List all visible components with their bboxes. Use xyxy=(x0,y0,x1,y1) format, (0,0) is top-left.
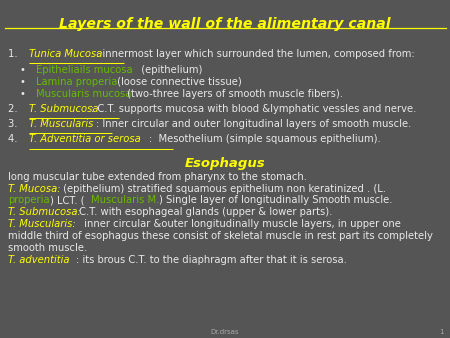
Text: 3.: 3. xyxy=(8,119,24,129)
Text: Esophagus: Esophagus xyxy=(184,157,266,170)
Text: (epithelium): (epithelium) xyxy=(135,65,202,75)
Text: inner circular &outer longitudinally muscle layers, in upper one: inner circular &outer longitudinally mus… xyxy=(81,219,401,229)
Text: : innermost layer which surrounded the lumen, composed from:: : innermost layer which surrounded the l… xyxy=(96,49,415,59)
Text: :  Mesothelium (simple squamous epithelium).: : Mesothelium (simple squamous epitheliu… xyxy=(148,134,380,144)
Text: T. Adventitia or serosa: T. Adventitia or serosa xyxy=(29,134,141,144)
Text: : its brous C.T. to the diaphragm after that it is serosa.: : its brous C.T. to the diaphragm after … xyxy=(76,255,346,265)
Text: Layers of the wall of the alimentary canal: Layers of the wall of the alimentary can… xyxy=(59,17,391,31)
Text: smooth muscle.: smooth muscle. xyxy=(8,243,87,253)
Text: properia: properia xyxy=(8,195,50,206)
Text: (epithelium) stratified squamous epithelium non keratinized . (L.: (epithelium) stratified squamous epithel… xyxy=(60,184,386,194)
Text: T. Submucosa: T. Submucosa xyxy=(29,104,99,114)
Text: middle third of esophagus these consist of skeletal muscle in rest part its comp: middle third of esophagus these consist … xyxy=(8,231,433,241)
Text: Tunica Mucosa: Tunica Mucosa xyxy=(29,49,102,59)
Text: T. adventitia: T. adventitia xyxy=(8,255,70,265)
Text: Muscularis M.: Muscularis M. xyxy=(91,195,160,206)
Text: T. Muscularis:: T. Muscularis: xyxy=(8,219,76,229)
Text: (two-three layers of smooth muscle fibers).: (two-three layers of smooth muscle fiber… xyxy=(124,89,343,99)
Text: 2.: 2. xyxy=(8,104,24,114)
Text: Epitheliails mucosa: Epitheliails mucosa xyxy=(36,65,132,75)
Text: C.T. with esophageal glands (upper & lower parts).: C.T. with esophageal glands (upper & low… xyxy=(76,207,332,217)
Text: Dr.drsas: Dr.drsas xyxy=(211,329,239,335)
Text: : Inner circular and outer longitudinal layers of smooth muscle.: : Inner circular and outer longitudinal … xyxy=(96,119,412,129)
Text: 1: 1 xyxy=(439,329,443,335)
Text: T. Submucosa:: T. Submucosa: xyxy=(8,207,81,217)
Text: (loose connective tissue): (loose connective tissue) xyxy=(114,77,242,87)
Text: Lamina properia: Lamina properia xyxy=(36,77,117,87)
Text: ) LCT. (: ) LCT. ( xyxy=(50,195,84,206)
Text: : C.T. supports mucosa with blood &lymphatic vessles and nerve.: : C.T. supports mucosa with blood &lymph… xyxy=(91,104,417,114)
Text: ) Single layer of longitudinally Smooth muscle.: ) Single layer of longitudinally Smooth … xyxy=(159,195,392,206)
Text: long muscular tube extended from pharynx to the stomach.: long muscular tube extended from pharynx… xyxy=(8,172,307,182)
Text: •: • xyxy=(20,89,32,99)
Text: 1.: 1. xyxy=(8,49,24,59)
Text: T. Muscularis: T. Muscularis xyxy=(29,119,93,129)
Text: 4.: 4. xyxy=(8,134,24,144)
Text: T. Mucosa:: T. Mucosa: xyxy=(8,184,61,194)
Text: •: • xyxy=(20,77,32,87)
Text: Muscularis mucosa: Muscularis mucosa xyxy=(36,89,131,99)
Text: •: • xyxy=(20,65,32,75)
